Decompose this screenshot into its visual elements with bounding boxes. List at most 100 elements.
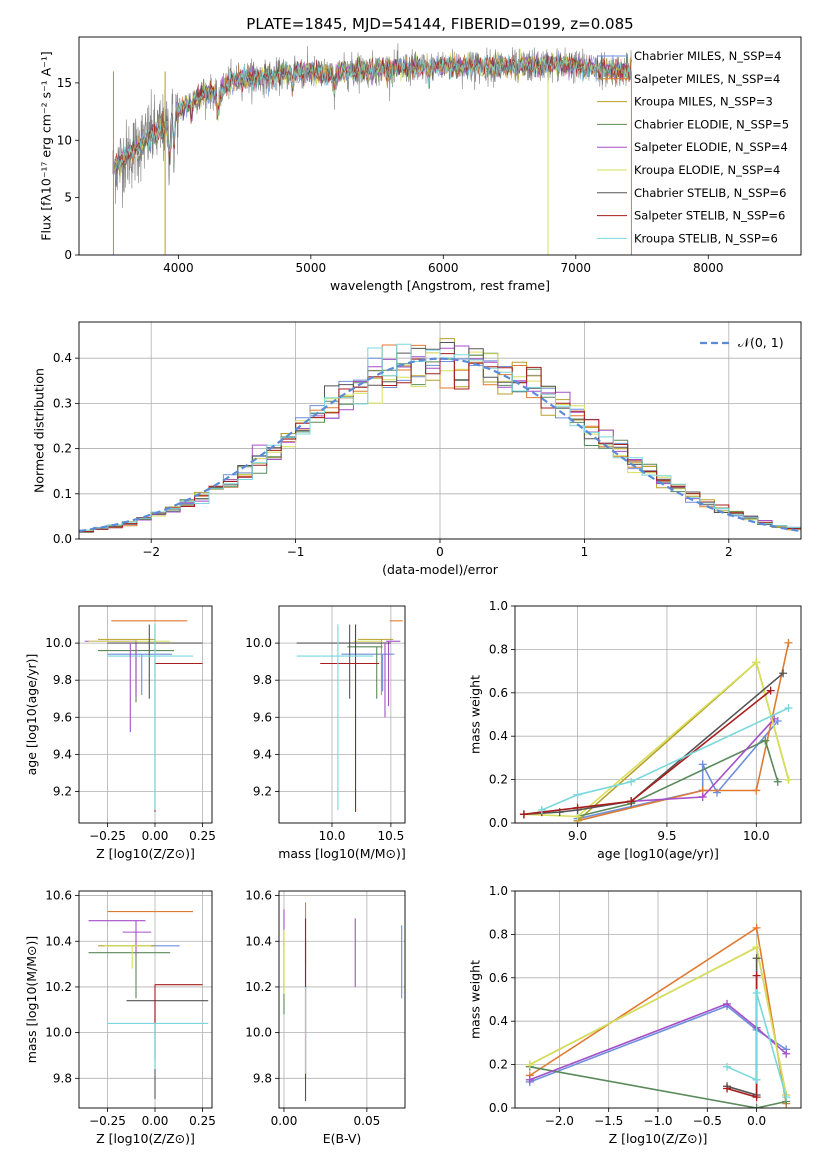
legend-entry-6: Kroupa ELODIE, N_SSP=4 [634, 163, 780, 177]
age-Z-frame [78, 605, 213, 824]
weight-age-series-line-4 [577, 739, 779, 818]
weight-age-point-marker [519, 810, 528, 819]
mass-Z-xtick-label: −0.25 [89, 1114, 126, 1128]
age-mass-ytick-label: 9.6 [253, 710, 272, 724]
weight-age-ytick-label: 1.0 [489, 599, 508, 613]
weight-age-point-marker [784, 703, 793, 712]
spectrum-plot-area [112, 43, 632, 255]
weight-age-point-marker [761, 736, 770, 745]
weight-age-point-marker [752, 658, 761, 667]
weight-age-point-marker [752, 786, 761, 795]
age-Z-xlabel: Z [log10(Z/Z⊙)] [96, 846, 195, 861]
spectrum-xlabel: wavelength [Angstrom, rest frame] [330, 278, 550, 293]
weight-Z-point-marker [752, 1075, 761, 1084]
age-Z-errorbar-3 [98, 638, 155, 692]
weight-Z-point-marker [752, 971, 761, 980]
spectrum-ytick-label: 5 [64, 191, 72, 205]
legend-entry-8: Salpeter STELIB, N_SSP=6 [634, 209, 785, 223]
mass-Z-xtick-label: 0.00 [142, 1114, 169, 1128]
weight-age-point-marker [573, 803, 582, 812]
mass-ebv-ytick-label: 10.0 [245, 1026, 272, 1040]
mass-ebv-ytick-label: 10.4 [245, 934, 272, 948]
residuals-ytick-label: 0.3 [53, 396, 72, 410]
weight-age-series-line-3 [577, 660, 790, 822]
spectrum-xtick-label: 8000 [693, 261, 724, 275]
age-mass-frame [278, 605, 406, 824]
weight-age-point-marker [773, 777, 782, 786]
weight-Z-point-marker [723, 999, 732, 1008]
age-Z-xtick-label: 0.25 [189, 829, 216, 843]
residuals-xtick-label: −1 [287, 545, 305, 559]
weight-Z-series-line-4 [529, 1066, 787, 1108]
weight-Z-ytick-label: 0.0 [489, 1101, 508, 1115]
legend-entry-1: Chabrier MILES, N_SSP=4 [634, 49, 781, 63]
figure-title: PLATE=1845, MJD=54144, FIBERID=0199, z=0… [246, 15, 633, 33]
age-Z-errorbar-1 [107, 653, 173, 696]
weight-Z-series-line-1 [529, 1005, 787, 1083]
age-mass-errorbar-4 [347, 646, 383, 699]
weight-age-ytick-label: 0.2 [489, 773, 508, 787]
spectrum-ytick-label: 15 [57, 76, 72, 90]
age-mass-ytick-label: 9.4 [253, 747, 272, 761]
age-mass-errorbar-5 [386, 640, 401, 707]
weight-Z-ytick-label: 1.0 [489, 884, 508, 898]
age-vs-mass-panel: 10.0 10.5 9.2 9.4 9.6 9.8 10.0 mass [log10(M/M⊙… [245, 605, 406, 861]
weight-Z-series-line-5 [529, 1002, 787, 1081]
age-mass-xlabel: mass [log10(M/M⊙)] [278, 846, 406, 861]
legend-entry-7: Chabrier STELIB, N_SSP=6 [634, 186, 786, 200]
weight-Z-point-marker [752, 943, 761, 952]
age-Z-errorbar-9 [107, 624, 193, 811]
spectrum-ytick-label: 10 [57, 133, 72, 147]
mass-Z-ytick-label: 10.6 [45, 889, 72, 903]
weight-age-xtick-label: 10.0 [743, 829, 770, 843]
residuals-xtick-label: 1 [581, 545, 589, 559]
age-Z-ylabel: age [log10(age/yr)] [24, 654, 39, 776]
weight-Z-xtick-label: −2.0 [545, 1114, 574, 1128]
residuals-xlabel: (data-model)/error [382, 562, 499, 577]
spectrum-xtick-label: 6000 [428, 261, 459, 275]
residuals-ytick-label: 0.0 [53, 532, 72, 546]
age-mass-ytick-label: 9.8 [253, 673, 272, 687]
mass-ebv-xlabel: E(B-V) [323, 1131, 362, 1146]
residuals-xtick-label: −2 [142, 545, 160, 559]
weight-Z-point-marker [752, 1104, 761, 1108]
weight-Z-xtick-label: 0.0 [747, 1114, 766, 1128]
weight-Z-ylabel: mass weight [467, 960, 482, 1039]
legend-entry-5: Salpeter ELODIE, N_SSP=4 [634, 140, 788, 154]
spectrum-legend: Chabrier MILES, N_SSP=4 Salpeter MILES, N… [597, 49, 789, 245]
weight-Z-plot-area [525, 923, 791, 1108]
weight-age-point-marker [784, 638, 793, 647]
mass-vs-ebv-panel: 0.00 0.05 9.8 10.0 10.2 10.4 10.6 E(B-V) [245, 889, 406, 1146]
mass-ebv-ytick-label: 9.8 [253, 1071, 272, 1085]
weight-Z-ytick-label: 0.4 [489, 1014, 508, 1028]
mass-ebv-ytick-label: 10.2 [245, 980, 272, 994]
mass-vs-metallicity-panel: −0.25 0.00 0.25 9.8 10.0 10.2 10.4 10.6 Z [log10… [24, 889, 216, 1146]
residuals-ytick-label: 0.2 [53, 442, 72, 456]
age-Z-errorbar-5 [84, 640, 137, 697]
mass-Z-ytick-label: 9.8 [53, 1071, 72, 1085]
weight-Z-point-marker [752, 954, 761, 963]
age-Z-xtick-label: 0.00 [142, 829, 169, 843]
spectrum-ytick-label: 0 [64, 248, 72, 262]
weight-age-ylabel: mass weight [467, 675, 482, 754]
mass-ebv-xtick-label: 0.00 [271, 1114, 298, 1128]
mass-weight-vs-metallicity-panel: −2.0 −1.5 −1.0 −0.5 0.0 0.0 0.2 0.4 0.6 0.8 1.0 Z [… [467, 884, 802, 1146]
weight-age-series-line-9 [541, 707, 789, 811]
weight-Z-point-marker [723, 1062, 732, 1071]
age-mass-xtick-label: 10.0 [319, 829, 346, 843]
age-Z-errorbar-8 [154, 624, 203, 812]
weight-Z-series-line-9 [726, 992, 787, 1098]
weight-age-point-marker [698, 760, 707, 769]
weight-age-series-line-6 [523, 660, 790, 818]
residuals-frame [78, 321, 802, 540]
spectrum-xtick-label: 5000 [296, 261, 327, 275]
weight-age-xtick-label: 9.5 [657, 829, 676, 843]
weight-age-plot-area [519, 638, 793, 823]
mass-weight-vs-age-panel: 9.0 9.5 10.0 0.0 0.2 0.4 0.6 0.8 1.0 age [log10(a… [467, 599, 802, 861]
weight-Z-ytick-label: 0.2 [489, 1058, 508, 1072]
age-mass-errorbar-9 [296, 624, 374, 811]
model-spectrum-line-9 [115, 53, 632, 170]
age-Z-ytick-label: 9.2 [53, 784, 72, 798]
mass-Z-xlabel: Z [log10(Z/Z⊙)] [96, 1131, 195, 1146]
